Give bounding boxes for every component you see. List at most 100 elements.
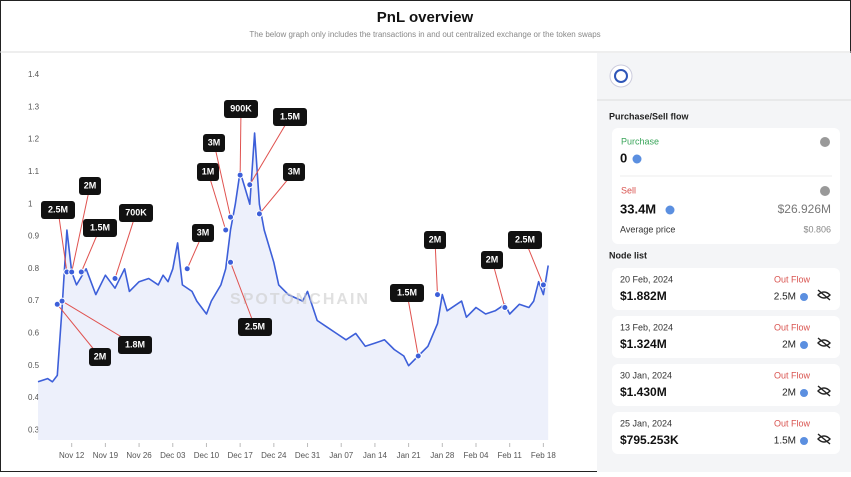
token-icon (800, 293, 808, 301)
node-card (612, 364, 840, 406)
annotation-box (390, 284, 424, 302)
x-tick-label: Feb 04 (464, 451, 489, 460)
sell-label: Sell (621, 185, 636, 195)
annotation-point (227, 213, 235, 221)
node-usd: $1.324M (620, 337, 667, 351)
y-tick-label: 0.4 (28, 393, 40, 402)
annotation-connector (207, 171, 227, 231)
y-tick-label: 0.9 (28, 232, 40, 241)
token-logo-mark (614, 69, 628, 83)
hide-icon[interactable] (817, 385, 831, 397)
node-amount: 2M (782, 388, 796, 399)
info-icon[interactable] (820, 186, 830, 196)
area (38, 133, 549, 440)
x-tick-label: Nov 19 (93, 451, 119, 460)
purchase-value: 0 (620, 150, 627, 165)
node-date: 30 Jan, 2024 (620, 370, 672, 380)
annotation-box (508, 231, 542, 249)
x-tick-label: Dec 17 (227, 451, 253, 460)
annotation-point (77, 268, 85, 276)
annotation-connector (239, 108, 242, 176)
annotation-point (433, 291, 441, 299)
annotation-point (227, 258, 235, 266)
annotation-point (68, 268, 76, 276)
sell-value: 33.4M (620, 201, 656, 216)
node-card (612, 316, 840, 358)
annotation-box (41, 201, 75, 219)
annotation-connector (57, 209, 68, 273)
x-tick-label: Nov 12 (59, 451, 85, 460)
token-logo[interactable] (609, 64, 633, 88)
annotation-label: 2.5M (515, 234, 535, 244)
annotation-label: 700K (125, 207, 147, 217)
node-date: 25 Jan, 2024 (620, 418, 672, 428)
node-amount: 1.5M (774, 436, 796, 447)
flow-card (612, 128, 840, 244)
annotation-box (273, 108, 307, 126)
annotation-label: 1.5M (397, 287, 417, 297)
hide-icon[interactable] (817, 337, 831, 349)
annotation-box (238, 318, 272, 336)
x-tick-label: Jan 21 (397, 451, 422, 460)
x-tick-label: Feb 18 (531, 451, 556, 460)
y-tick-label: 0.5 (28, 361, 40, 370)
token-icon (800, 437, 808, 445)
node-usd: $1.430M (620, 385, 667, 399)
y-tick-label: 1 (28, 199, 33, 208)
token-icon (632, 154, 642, 164)
annotation-box (424, 231, 446, 249)
annotation-label: 1.5M (280, 111, 300, 121)
page-title: PnL overview (377, 9, 474, 26)
annotation-box (192, 224, 214, 242)
hide-icon[interactable] (817, 433, 831, 445)
annotation-point (183, 265, 191, 273)
node-direction: Out Flow (774, 322, 811, 332)
x-tick-label: Nov 26 (126, 451, 152, 460)
annotation-label: 3M (208, 137, 221, 147)
y-tick-label: 1.1 (28, 167, 40, 176)
y-tick-label: 1.4 (28, 70, 40, 79)
node-date: 20 Feb, 2024 (620, 274, 673, 284)
annotation-point (53, 300, 61, 308)
annotation-connector (213, 142, 232, 218)
annotation-box (119, 204, 153, 222)
y-tick-label: 0.3 (28, 425, 40, 434)
info-icon[interactable] (820, 137, 830, 147)
node-title: Node list (609, 250, 647, 260)
node-date: 13 Feb, 2024 (620, 322, 673, 332)
annotation-point (539, 281, 547, 289)
annotation-point (414, 352, 422, 360)
annotation-label: 2M (429, 234, 442, 244)
x-tick-label: Dec 03 (160, 451, 186, 460)
y-tick-label: 0.7 (28, 296, 40, 305)
chart: 0.3 0.4 0.5 0.6 0.7 0.8 0.9 1 1.1 1.2 1.3 1.4 Nov 12… (28, 70, 556, 460)
annotation-connector (114, 212, 137, 279)
annotation-box (89, 348, 111, 366)
annotation-label: 1.5M (90, 222, 110, 232)
x-tick-label: Jan 28 (430, 451, 455, 460)
annotation-connector (230, 262, 256, 328)
annotation-label: 2M (94, 351, 107, 361)
node-usd: $795.253K (620, 433, 679, 447)
y-tick-label: 1.3 (28, 102, 40, 111)
node-direction: Out Flow (774, 370, 811, 380)
node-card (612, 412, 840, 454)
node-direction: Out Flow (774, 418, 811, 428)
annotation-point (58, 297, 66, 305)
annotation-box (79, 177, 101, 195)
annotation-label: 2.5M (48, 204, 68, 214)
annotation-connector (434, 239, 438, 295)
annotation-box (197, 163, 219, 181)
y-tick-label: 0.6 (28, 328, 40, 337)
x-tick-label: Dec 31 (295, 451, 321, 460)
node-usd: $1.882M (620, 289, 667, 303)
hide-icon[interactable] (817, 289, 831, 301)
x-tick-label: Jan 14 (363, 451, 388, 460)
annotation-point (222, 226, 230, 234)
annotation-label: 1.8M (125, 339, 145, 349)
annotation-point (246, 181, 254, 189)
annotation-point (236, 171, 244, 179)
annotation-label: 2M (486, 254, 499, 264)
annotation-label: 2M (84, 180, 97, 190)
